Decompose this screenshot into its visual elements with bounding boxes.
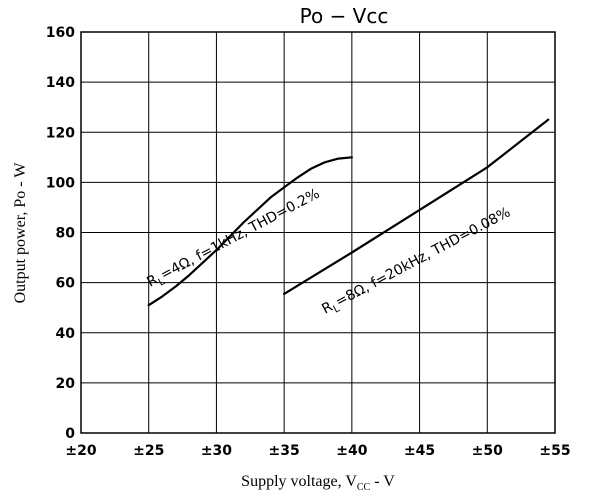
x-tick-label: ±55 xyxy=(539,443,570,459)
curve-label-8ohm: RL=8Ω, f=20kHz, THD=0.08% xyxy=(319,204,514,320)
y-tick-label: 120 xyxy=(46,125,75,141)
plot-frame xyxy=(80,31,556,434)
series-line-1 xyxy=(147,156,353,307)
series-line-2 xyxy=(283,118,550,295)
chart-title: Po − Vcc xyxy=(300,4,389,28)
x-axis-label: Supply voltage, VCC - V xyxy=(241,473,395,493)
x-tick-label: ±45 xyxy=(404,443,435,459)
x-tick-label: ±25 xyxy=(133,443,164,459)
x-tick-labels: ±20 ±25 ±30 ±35 ±40 ±45 ±50 ±55 xyxy=(65,443,570,459)
grid xyxy=(81,32,555,433)
x-tick-label: ±35 xyxy=(269,443,300,459)
y-tick-label: 140 xyxy=(46,75,75,91)
y-tick-labels: 0 20 40 60 80 100 120 140 160 xyxy=(46,25,75,442)
y-tick-label: 40 xyxy=(56,326,76,342)
y-tick-label: 100 xyxy=(46,175,75,191)
x-tick-label: ±30 xyxy=(201,443,232,459)
x-tick-label: ±50 xyxy=(472,443,503,459)
y-tick-label: 80 xyxy=(56,226,76,242)
y-tick-label: 20 xyxy=(56,376,76,392)
y-tick-label: 160 xyxy=(46,25,75,41)
curve-label-4ohm: RL=4Ω, f=1kHz, THD=0.2% xyxy=(144,186,323,293)
y-tick-label: 60 xyxy=(56,276,76,292)
x-tick-label: ±20 xyxy=(65,443,96,459)
y-axis-label: Output power, Po - W xyxy=(12,162,29,304)
series-group xyxy=(147,118,550,307)
y-tick-label: 0 xyxy=(65,426,75,442)
x-tick-label: ±40 xyxy=(336,443,367,459)
